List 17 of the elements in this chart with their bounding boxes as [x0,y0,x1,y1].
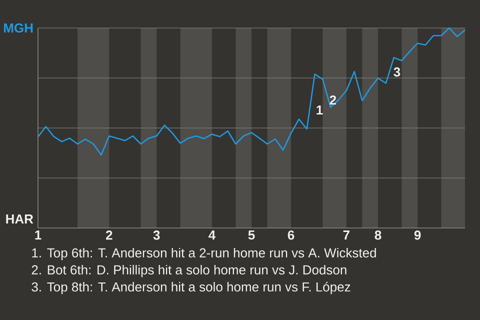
x-tick-label: 7 [343,230,350,240]
x-tick-label: 5 [248,230,255,240]
annotation: 3 [394,67,400,77]
annotation: 1 [316,106,323,114]
x-tick-label: 3 [153,230,160,240]
x-tick-label: 4 [208,230,216,240]
text: 1. Top 6th: T. Anderson hit a 2-run home run vs A. Wicksted [32,248,376,260]
text: 3. Top 8th: T. Anderson hit a solo home run vs F. López [32,282,350,294]
x-tick-label: 9 [414,230,421,240]
text: 2. Bot 6th: D. Phillips hit a solo home run vs J. Dodson [32,264,346,278]
x-tick-label: 8 [374,230,382,240]
x-tick-label: 1 [35,230,42,240]
annotation: 2 [330,95,336,105]
text: MGH [4,23,33,33]
x-tick-label: 6 [288,230,294,240]
text: HAR [6,214,34,224]
x-tick-label: 2 [106,230,112,240]
